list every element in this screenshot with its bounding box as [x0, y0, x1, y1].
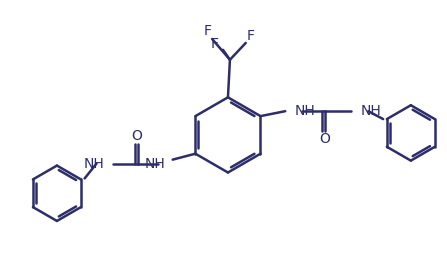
Text: NH: NH [360, 104, 381, 118]
Text: O: O [131, 129, 143, 143]
Text: F: F [247, 29, 255, 43]
Text: F: F [203, 24, 211, 38]
Text: NH: NH [294, 104, 315, 118]
Text: F: F [211, 37, 219, 51]
Text: NH: NH [84, 157, 105, 171]
Text: O: O [319, 132, 330, 146]
Text: NH: NH [145, 157, 166, 171]
